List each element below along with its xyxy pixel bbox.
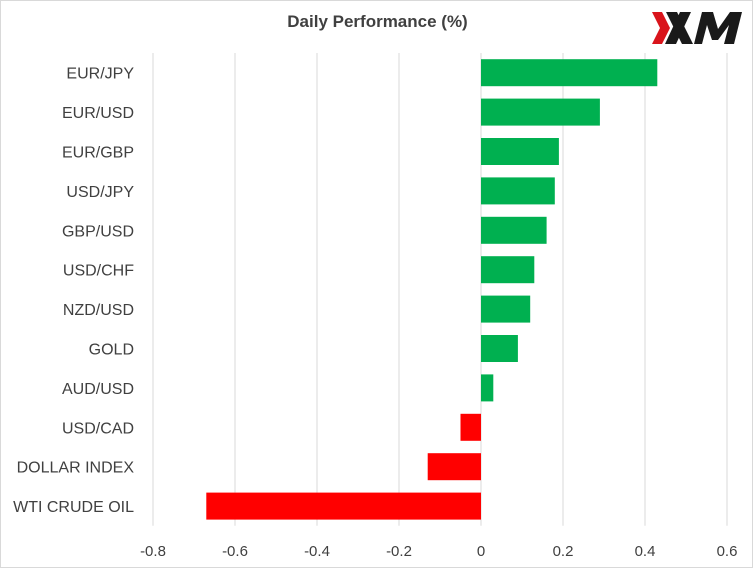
bar-nzd-usd: [481, 295, 531, 323]
xm-logo-x-stroke-b: [665, 12, 691, 44]
xm-logo: XM: [646, 7, 742, 44]
category-label: DOLLAR INDEX: [17, 460, 135, 477]
xm-logo-text: XM: [646, 7, 670, 11]
category-label: GBP/USD: [62, 223, 134, 240]
x-tick-label: 0.2: [553, 543, 574, 560]
bar-usd-jpy: [481, 177, 555, 205]
bar-usd-cad: [460, 413, 481, 441]
x-tick-label: 0: [477, 543, 485, 560]
bars: [206, 59, 658, 520]
category-label: NZD/USD: [63, 302, 134, 319]
category-label: USD/CHF: [63, 263, 134, 280]
bar-usd-chf: [481, 256, 535, 284]
category-label: EUR/GBP: [62, 145, 134, 162]
xm-logo-red-chevron: [652, 12, 670, 44]
bar-gbp-usd: [481, 216, 547, 244]
x-axis-tick-labels: -0.8 -0.6 -0.4 -0.2 0 0.2 0.4 0.6: [140, 543, 737, 560]
category-label: AUD/USD: [62, 381, 134, 398]
x-tick-label: 0.4: [635, 543, 656, 560]
bar-aud-usd: [481, 374, 494, 402]
category-label: EUR/USD: [62, 105, 134, 122]
category-label: USD/CAD: [62, 420, 134, 437]
gridlines: [152, 53, 728, 526]
x-tick-label: -0.8: [140, 543, 166, 560]
category-label: USD/JPY: [66, 184, 134, 201]
bar-eur-usd: [481, 98, 600, 126]
x-tick-label: -0.2: [386, 543, 412, 560]
x-tick-label: -0.6: [222, 543, 248, 560]
xm-logo-m-shape: [694, 12, 742, 44]
bar-gold: [481, 335, 518, 362]
x-tick-label: 0.6: [717, 543, 738, 560]
chart-title: Daily Performance (%): [287, 12, 468, 31]
bar-dollar-index: [427, 453, 481, 481]
bar-wti-crude-oil: [206, 492, 482, 520]
bar-eur-jpy: [481, 59, 658, 87]
category-label: EUR/JPY: [66, 66, 134, 83]
bar-eur-gbp: [481, 138, 559, 165]
x-tick-label: -0.4: [304, 543, 330, 560]
category-label: WTI CRUDE OIL: [13, 499, 134, 516]
category-label: GOLD: [89, 342, 134, 359]
category-labels: EUR/JPY EUR/USD EUR/GBP USD/JPY GBP/USD USD/C…: [13, 66, 134, 516]
